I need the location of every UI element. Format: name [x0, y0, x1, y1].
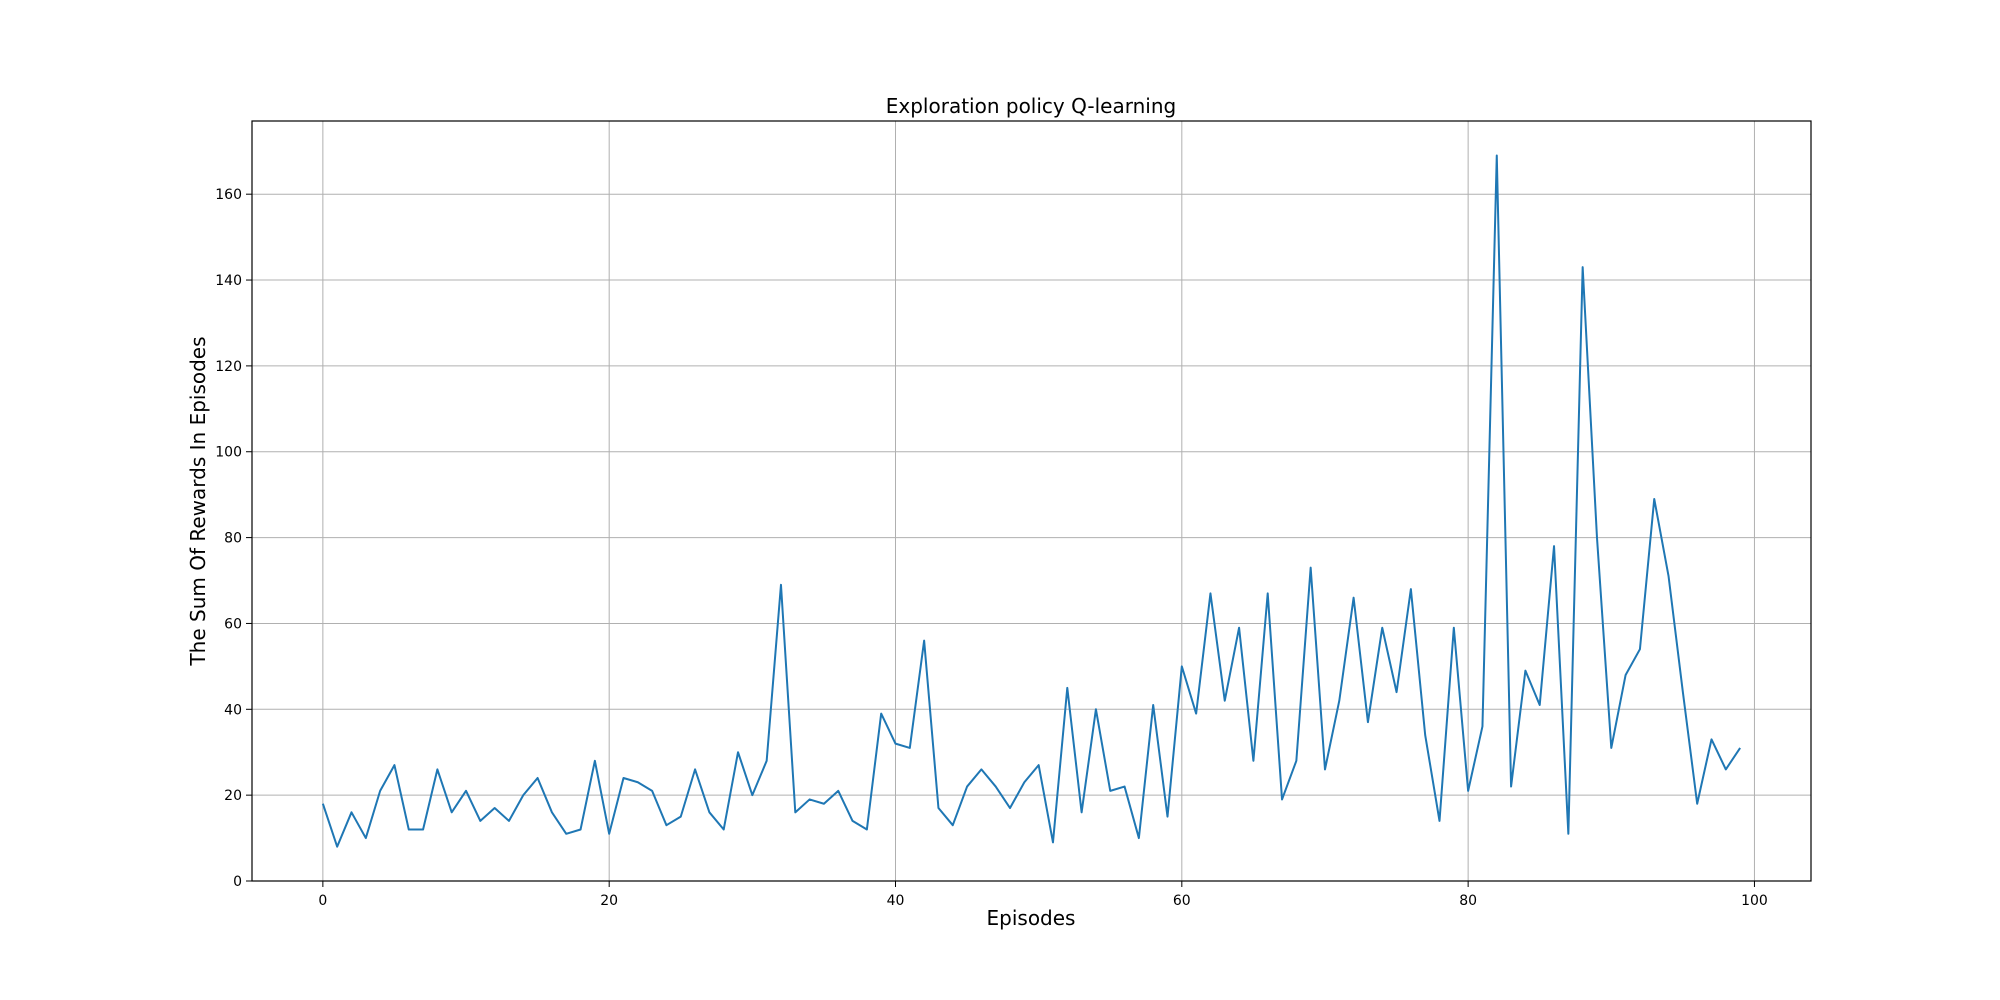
- series-line: [321, 154, 1741, 848]
- y-tick-label: 80: [224, 531, 242, 547]
- grid-layer: [252, 121, 1811, 882]
- ticks-layer: 0 20 40 60 80 100 0 20 40 60 80 100 120 140 160: [215, 187, 1768, 909]
- y-tick-label: 120: [215, 359, 242, 375]
- x-tick-label: 80: [1459, 893, 1477, 909]
- x-tick-label: 40: [887, 893, 905, 909]
- y-tick-label: 0: [233, 874, 242, 890]
- plot-frame: [251, 120, 1812, 882]
- y-tick-label: 100: [215, 445, 242, 461]
- y-tick-label: 60: [224, 616, 242, 632]
- chart-title: Exploration policy Q-learning: [886, 94, 1176, 118]
- y-tick-label: 20: [224, 788, 242, 804]
- y-tick-label: 40: [224, 702, 242, 718]
- y-tick-label: 140: [215, 273, 242, 289]
- y-axis-label: The Sum Of Rewards In Episodes: [186, 336, 210, 666]
- x-tick-label: 0: [318, 893, 327, 909]
- y-tick-label: 160: [215, 187, 242, 203]
- x-axis-label: Episodes: [987, 906, 1076, 930]
- x-tick-label: 20: [600, 893, 618, 909]
- x-tick-label: 100: [1741, 893, 1768, 909]
- x-tick-label: 60: [1173, 893, 1191, 909]
